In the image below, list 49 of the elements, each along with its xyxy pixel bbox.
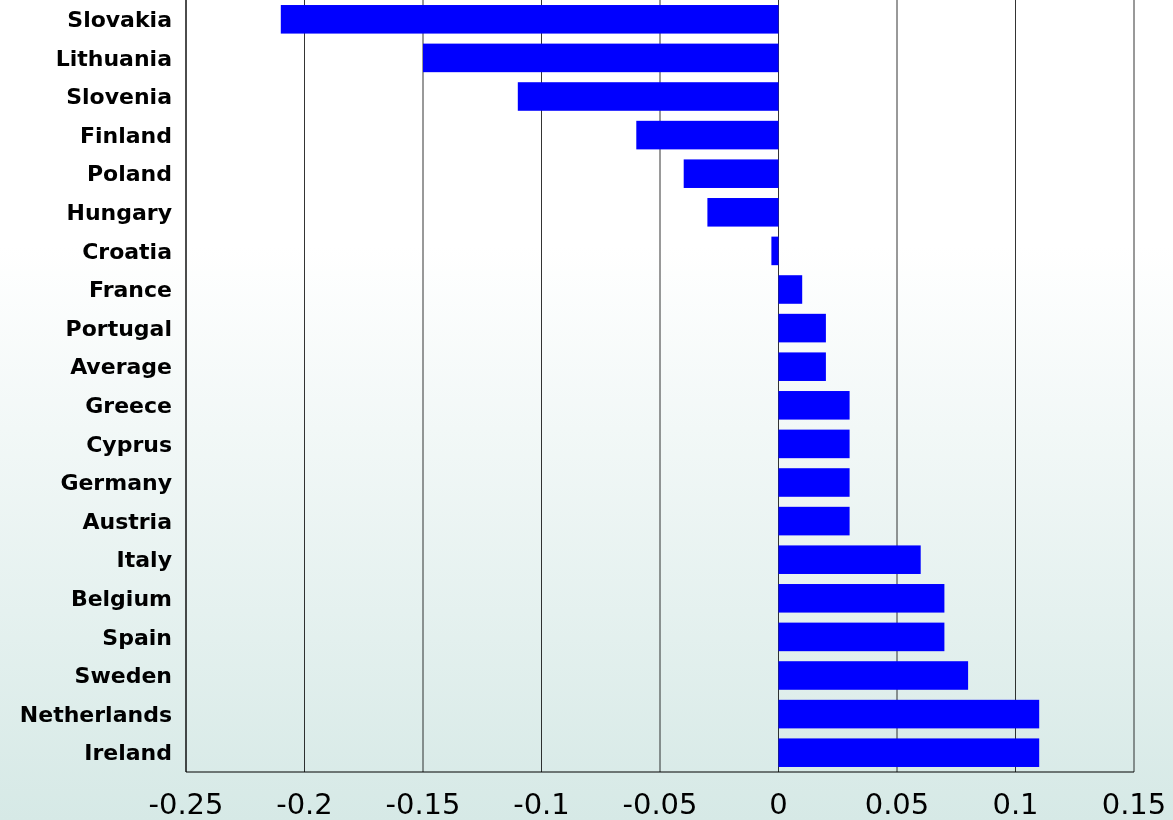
bar xyxy=(636,120,779,150)
y-tick-label: Croatia xyxy=(82,238,172,264)
y-tick-label: Sweden xyxy=(74,663,172,689)
y-tick-label: Cyprus xyxy=(86,431,172,457)
bar xyxy=(778,313,826,343)
bar xyxy=(771,236,779,266)
y-tick-label: Germany xyxy=(60,470,172,496)
y-tick-label: Lithuania xyxy=(55,45,172,71)
bar xyxy=(778,506,850,536)
y-tick-label: Belgium xyxy=(70,586,172,611)
y-tick-label: Portugal xyxy=(65,315,172,341)
bar xyxy=(778,352,826,381)
y-tick-label: Austria xyxy=(82,508,172,534)
bar xyxy=(280,5,779,34)
y-tick-label: France xyxy=(89,277,172,303)
x-tick-label: 0.15 xyxy=(1101,787,1167,820)
bar xyxy=(778,622,945,652)
bar xyxy=(778,391,850,420)
y-tick-label: Slovenia xyxy=(66,84,172,110)
bar xyxy=(778,661,969,690)
bar xyxy=(683,159,779,188)
x-tick-label: 0.05 xyxy=(864,787,930,820)
y-tick-label: Average xyxy=(70,354,172,380)
x-tick-label: -0.1 xyxy=(513,787,570,820)
bar xyxy=(778,545,921,574)
y-tick-label: Finland xyxy=(79,122,172,148)
bar xyxy=(707,198,779,227)
x-tick-label: 0.1 xyxy=(992,787,1039,820)
y-tick-label: Italy xyxy=(116,547,172,573)
y-tick-label: Slovakia xyxy=(67,7,172,32)
bar xyxy=(778,738,1040,767)
bar xyxy=(778,584,945,613)
y-tick-label: Ireland xyxy=(84,740,172,766)
y-tick-label: Greece xyxy=(85,393,172,418)
y-tick-label: Hungary xyxy=(66,200,172,225)
y-tick-label: Spain xyxy=(102,624,172,650)
bar xyxy=(778,275,803,304)
x-tick-label: -0.2 xyxy=(276,787,333,820)
x-tick-label: -0.05 xyxy=(622,787,698,820)
x-tick-label: 0 xyxy=(769,787,788,820)
bar xyxy=(778,468,850,497)
bar xyxy=(423,43,779,73)
bar xyxy=(778,429,850,459)
bar xyxy=(778,699,1040,729)
bar xyxy=(517,82,779,111)
y-tick-label: Poland xyxy=(86,161,172,187)
y-tick-label: Netherlands xyxy=(19,701,172,727)
x-tick-label: -0.15 xyxy=(385,787,461,820)
x-tick-label: -0.25 xyxy=(148,787,224,820)
